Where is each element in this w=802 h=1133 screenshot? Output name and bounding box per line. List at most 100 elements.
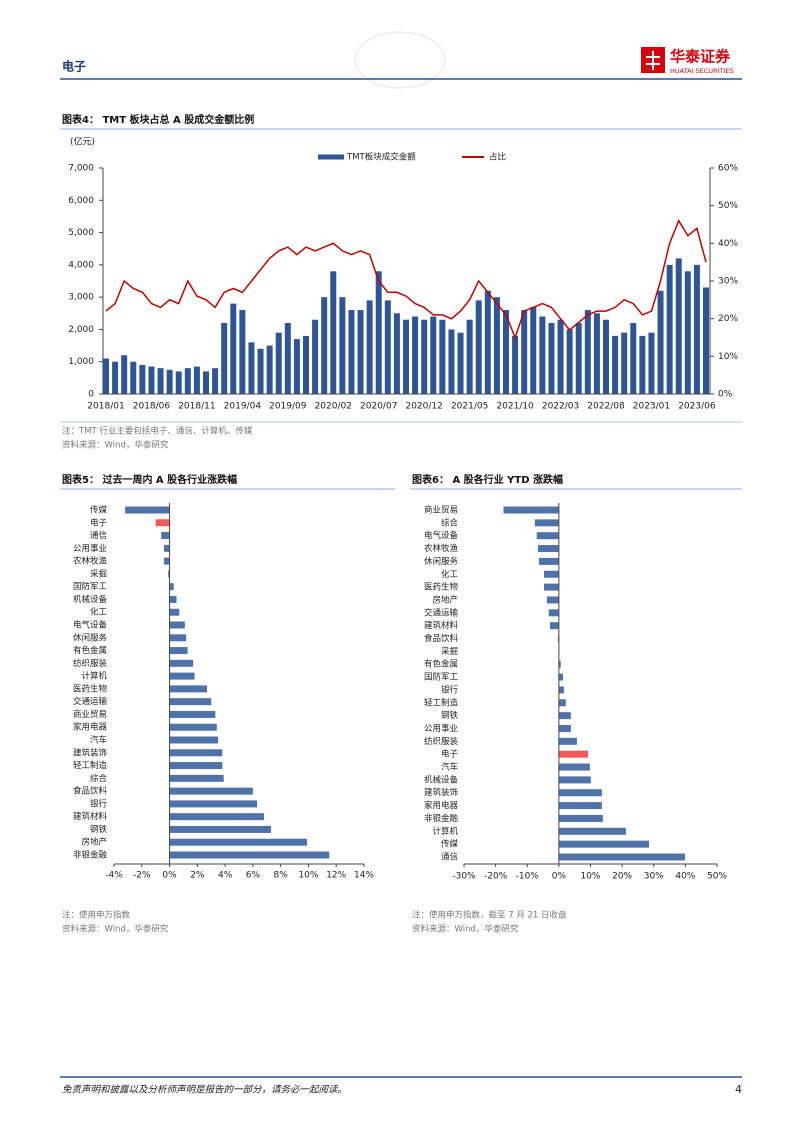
y-tick-label: 6,000 [68, 196, 94, 206]
watermark-globe [354, 31, 446, 89]
figure-title: 图表5： 过去一周内 A 股各行业涨跌幅 [62, 473, 237, 486]
bar [169, 774, 224, 782]
bar [475, 300, 482, 394]
bar [366, 300, 373, 394]
category-label: 采掘 [90, 568, 107, 579]
x-tick-label: 2023/06 [678, 402, 716, 412]
bar [339, 297, 346, 394]
bar [121, 355, 128, 394]
y2-tick-label: 10% [718, 352, 738, 362]
bar [169, 710, 216, 718]
figure-source: 资料来源：Wind，华泰研究 [62, 924, 169, 935]
bar [166, 369, 173, 394]
bar [544, 583, 559, 591]
category-label: 交通运输 [424, 607, 459, 618]
bar [130, 361, 137, 394]
x-tick-label: 14% [354, 871, 374, 881]
category-label: 非银金融 [424, 813, 459, 824]
bar [412, 316, 419, 394]
category-label: 钢铁 [90, 824, 108, 835]
legend-swatch [318, 154, 344, 160]
bar [169, 825, 271, 833]
y-tick-label: 2,000 [68, 325, 94, 335]
figure-source: 资料来源：Wind，华泰研究 [62, 440, 169, 451]
x-tick-label: 2021/05 [451, 402, 488, 412]
bar [558, 750, 588, 758]
category-label: 建筑材料 [424, 620, 459, 631]
y-tick-label: 0 [88, 390, 94, 400]
y-tick-label: 4,000 [68, 260, 94, 270]
x-tick-label: 2021/10 [496, 402, 534, 412]
bar [239, 310, 246, 394]
x-tick-label: -20% [484, 872, 508, 882]
bar [593, 313, 600, 394]
bar [112, 361, 119, 394]
bar [139, 364, 146, 394]
bar [539, 316, 546, 394]
bar [275, 332, 282, 394]
category-label: 纺织服装 [424, 736, 459, 747]
section-name: 电子 [62, 59, 86, 74]
y2-tick-label: 60% [718, 164, 738, 174]
category-label: 轻工制造 [73, 760, 108, 771]
x-tick-label: -10% [516, 872, 540, 882]
bar [558, 699, 566, 707]
bar [558, 789, 602, 797]
bar [558, 802, 602, 810]
bar [169, 647, 188, 655]
bar [169, 634, 187, 642]
bar [466, 319, 473, 394]
x-tick-label: 2022/08 [587, 402, 625, 412]
bar [193, 366, 200, 394]
bar [169, 685, 208, 693]
x-tick-label: 2023/01 [633, 402, 670, 412]
category-label: 农林牧渔 [73, 556, 108, 567]
y2-tick-label: 50% [718, 201, 738, 211]
figure-note: 注：使用申万指数 [62, 910, 131, 921]
bar [169, 723, 217, 731]
bar [155, 519, 170, 527]
bar [161, 532, 170, 540]
bar [212, 368, 219, 394]
bar [558, 673, 563, 681]
figure-source: 资料来源：Wind，华泰研究 [412, 924, 519, 935]
category-label: 通信 [441, 852, 459, 863]
bar [248, 342, 255, 394]
bar [175, 371, 182, 394]
category-label: 有色金属 [73, 645, 107, 656]
bar [530, 306, 537, 394]
x-tick-label: 30% [644, 872, 664, 882]
category-label: 汽车 [441, 762, 458, 773]
bar [621, 332, 628, 394]
bar [384, 300, 391, 394]
bar [103, 358, 109, 394]
bar [558, 814, 603, 822]
category-label: 商业贸易 [424, 505, 458, 516]
category-label: 房地产 [432, 594, 458, 605]
x-tick-label: 50% [707, 872, 727, 882]
bar [550, 622, 559, 630]
y2-tick-label: 30% [718, 277, 738, 287]
category-label: 银行 [441, 684, 459, 695]
category-label: 有色金属 [424, 659, 458, 670]
y2-tick-label: 20% [718, 314, 738, 324]
bar [157, 368, 164, 394]
category-label: 国防军工 [424, 672, 459, 683]
category-label: 通信 [90, 530, 108, 541]
bar [148, 366, 155, 394]
x-tick-label: 2018/01 [87, 402, 124, 412]
bar [558, 776, 591, 784]
bar [548, 609, 559, 617]
category-label: 钢铁 [441, 710, 459, 721]
x-tick-label: 0% [552, 872, 567, 882]
category-label: 家用电器 [73, 722, 108, 733]
bar [439, 319, 446, 394]
bar [538, 545, 559, 553]
bar [484, 290, 491, 394]
y-tick-label: 3,000 [68, 293, 94, 303]
category-label: 食品饮料 [73, 786, 108, 797]
bar [303, 335, 309, 394]
category-label: 建筑装饰 [424, 787, 459, 798]
bar [203, 371, 209, 394]
category-label: 交通运输 [73, 696, 108, 707]
